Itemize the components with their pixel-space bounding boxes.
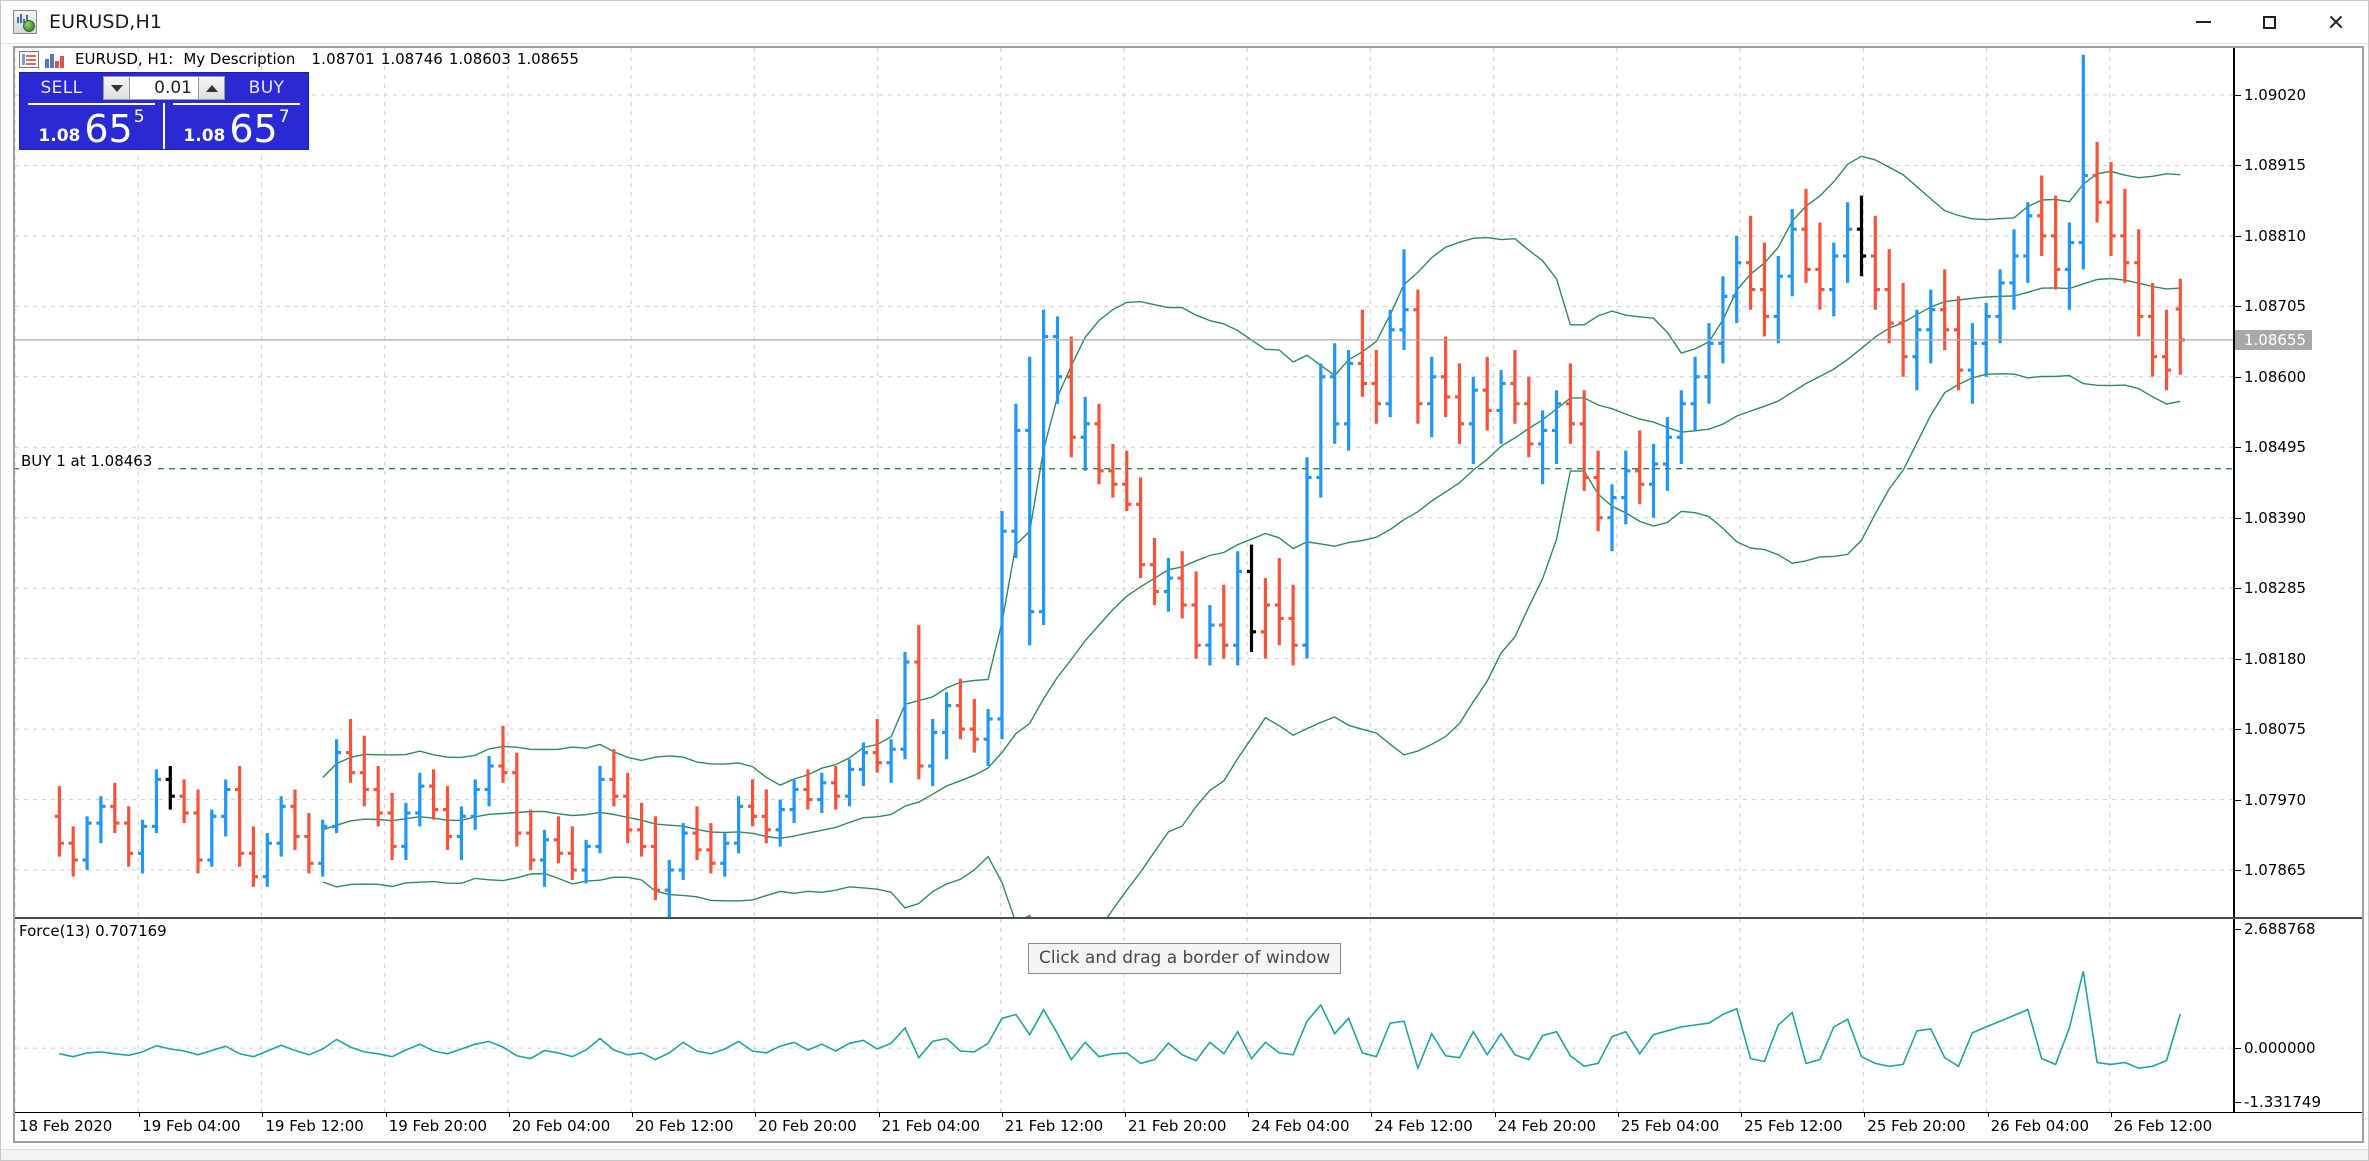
close-button[interactable] bbox=[2302, 1, 2368, 43]
sell-price-pip: 5 bbox=[133, 107, 145, 127]
time-tick: 19 Feb 04:00 bbox=[139, 1112, 241, 1135]
price-tick: 1.08705 bbox=[2235, 297, 2306, 315]
close-icon bbox=[2328, 15, 2343, 30]
price-pane[interactable]: BUY 1 at 1.08463 1.09020 1.08915 1.08810 1.… bbox=[15, 48, 2362, 919]
price-tick: 1.08495 bbox=[2235, 438, 2306, 456]
indicator-tick: 2.688768 bbox=[2235, 920, 2316, 938]
chevron-down-icon bbox=[110, 84, 123, 92]
chart-window[interactable]: EURUSD, H1: My Description 1.08701 1.087… bbox=[13, 46, 2364, 1143]
buy-label[interactable]: BUY bbox=[248, 78, 285, 98]
price-plot-area[interactable]: BUY 1 at 1.08463 bbox=[15, 48, 2233, 917]
info-symbol-period: EURUSD, H1: bbox=[75, 50, 174, 68]
indicator-y-axis[interactable]: 2.688768 0.000000 -1.331749 bbox=[2233, 919, 2362, 1112]
price-y-axis[interactable]: 1.09020 1.08915 1.08810 1.08705 1.08600 1.084… bbox=[2233, 48, 2362, 917]
time-tick: 20 Feb 04:00 bbox=[508, 1112, 611, 1135]
time-tick: 24 Feb 04:00 bbox=[1248, 1112, 1350, 1135]
buy-price-big: 65 bbox=[229, 107, 278, 152]
maximize-icon bbox=[2262, 15, 2276, 29]
volume-stepper[interactable]: 0.01 bbox=[103, 76, 225, 100]
buy-order-label: BUY 1 at 1.08463 bbox=[19, 451, 155, 470]
buy-button[interactable]: 1.08 65 7 bbox=[163, 103, 308, 149]
time-tick: 19 Feb 20:00 bbox=[385, 1112, 488, 1135]
time-tick: 21 Feb 20:00 bbox=[1124, 1112, 1227, 1135]
indicator-plot-area[interactable] bbox=[15, 919, 2233, 1112]
chart-info-line: EURUSD, H1: My Description 1.08701 1.087… bbox=[15, 48, 579, 70]
buy-price-pip: 7 bbox=[278, 107, 290, 127]
buy-price-whole: 1.08 bbox=[183, 126, 226, 146]
sell-label[interactable]: SELL bbox=[40, 78, 83, 98]
current-price-tick: 1.08655 bbox=[2235, 329, 2313, 350]
price-tick: 1.08075 bbox=[2235, 720, 2306, 738]
info-description: My Description bbox=[183, 50, 296, 68]
time-tick: 21 Feb 04:00 bbox=[878, 1112, 981, 1135]
price-tick: 1.08600 bbox=[2235, 368, 2306, 386]
time-tick: 24 Feb 20:00 bbox=[1494, 1112, 1597, 1135]
price-tick: 1.08285 bbox=[2235, 579, 2306, 597]
price-tick: 1.07970 bbox=[2235, 791, 2306, 809]
time-tick: 25 Feb 04:00 bbox=[1617, 1112, 1720, 1135]
sell-price-whole: 1.08 bbox=[38, 126, 81, 146]
chevron-up-icon bbox=[205, 84, 218, 92]
time-tick: 18 Feb 2020 bbox=[19, 1117, 113, 1135]
maximize-button[interactable] bbox=[2236, 1, 2302, 43]
horizontal-scroll-strip[interactable] bbox=[1, 1149, 2368, 1160]
time-tick: 26 Feb 12:00 bbox=[2110, 1112, 2213, 1135]
info-high: 1.08746 bbox=[380, 50, 443, 68]
price-tick: 1.08915 bbox=[2235, 156, 2306, 174]
time-tick: 24 Feb 12:00 bbox=[1371, 1112, 1473, 1135]
one-click-trading-panel[interactable]: SELL 0.01 BUY 1.08 65 5 1.08 bbox=[19, 72, 309, 150]
price-chart-svg bbox=[15, 48, 2233, 917]
window-title: EURUSD,H1 bbox=[49, 11, 163, 33]
time-tick: 20 Feb 20:00 bbox=[755, 1112, 857, 1135]
time-tick: 21 Feb 12:00 bbox=[1001, 1112, 1104, 1135]
time-tick: 19 Feb 12:00 bbox=[262, 1112, 364, 1135]
info-low: 1.08603 bbox=[448, 50, 511, 68]
sell-button[interactable]: 1.08 65 5 bbox=[20, 103, 163, 149]
indicator-pane[interactable]: Force(13) 0.707169 2.688768 0.000000 -1.33… bbox=[15, 919, 2362, 1112]
time-tick: 26 Feb 04:00 bbox=[1987, 1112, 2090, 1135]
window-controls bbox=[2170, 1, 2368, 43]
data-window-icon[interactable] bbox=[19, 50, 39, 68]
volume-decrease-button[interactable] bbox=[103, 76, 130, 100]
indicator-tick: -1.331749 bbox=[2235, 1093, 2321, 1111]
sell-price-big: 65 bbox=[84, 107, 133, 152]
price-tick: 1.08810 bbox=[2235, 227, 2306, 245]
price-tick: 1.07865 bbox=[2235, 861, 2306, 879]
resize-border-tooltip: Click and drag a border of window bbox=[1028, 943, 1342, 974]
minimize-button[interactable] bbox=[2170, 1, 2236, 43]
volume-value[interactable]: 0.01 bbox=[154, 78, 192, 98]
volume-increase-button[interactable] bbox=[198, 76, 225, 100]
time-tick: 25 Feb 20:00 bbox=[1864, 1112, 1966, 1135]
time-axis[interactable]: 18 Feb 2020 19 Feb 04:00 19 Feb 12:00 19 Fe… bbox=[15, 1112, 2362, 1141]
indicator-chart-svg bbox=[15, 919, 2233, 1112]
price-tick: 1.08180 bbox=[2235, 650, 2306, 668]
price-tick: 1.08390 bbox=[2235, 509, 2306, 527]
info-open: 1.08701 bbox=[311, 50, 375, 68]
minimize-icon bbox=[2195, 21, 2211, 23]
time-tick: 25 Feb 12:00 bbox=[1741, 1112, 1843, 1135]
metatrader-chart-icon bbox=[13, 10, 37, 34]
window-titlebar: EURUSD,H1 bbox=[1, 1, 2368, 44]
indicator-label: Force(13) 0.707169 bbox=[19, 922, 167, 940]
indicator-tick: 0.000000 bbox=[2235, 1039, 2316, 1057]
time-tick: 20 Feb 12:00 bbox=[632, 1112, 734, 1135]
price-tick: 1.09020 bbox=[2235, 86, 2306, 104]
chart-icon[interactable] bbox=[45, 51, 65, 68]
info-close: 1.08655 bbox=[516, 50, 579, 68]
